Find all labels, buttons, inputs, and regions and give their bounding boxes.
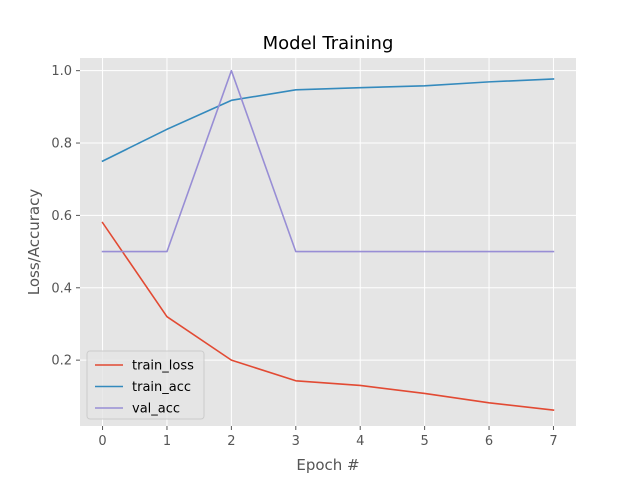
y-tick-label: 0.2 [51,354,72,369]
x-tick-label: 2 [227,434,235,449]
x-axis-label: Epoch # [296,456,359,474]
x-tick-label: 3 [292,434,300,449]
y-tick-label: 0.4 [51,281,72,296]
chart-title: Model Training [263,33,394,54]
legend-label-val-acc: val_acc [132,402,180,417]
series-lines [101,69,555,411]
legend-label-train-acc: train_acc [132,380,191,395]
legend-box [86,350,205,420]
legend: train_loss train_acc val_acc [86,350,205,420]
y-axis-ticks: 0.2 0.4 0.6 0.8 1.0 [51,64,80,369]
legend-label-train-loss: train_loss [132,359,194,374]
x-tick-label: 1 [163,434,171,449]
grid-lines [80,58,576,426]
series-line-train-loss [101,221,555,411]
x-tick-label: 7 [549,434,557,449]
y-tick-label: 0.6 [51,209,72,224]
x-tick-label: 0 [98,434,106,449]
y-tick-label: 0.8 [51,137,72,152]
y-tick-label: 1.0 [51,64,72,79]
series-line-train-acc [101,78,555,163]
x-tick-label: 6 [485,434,493,449]
x-axis-ticks: 0 1 2 3 4 5 6 7 [98,426,558,449]
x-tick-label: 4 [356,434,364,449]
series-line-val-acc [101,69,555,253]
y-axis-label: Loss/Accuracy [25,189,43,296]
x-tick-label: 5 [420,434,428,449]
